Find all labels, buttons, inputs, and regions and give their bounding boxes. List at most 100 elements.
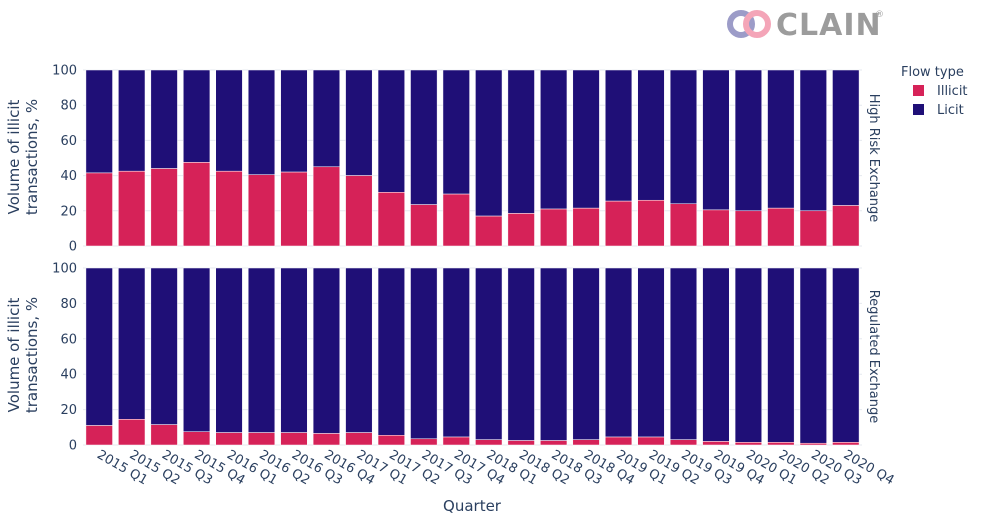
bar-licit-regulated-exchange-2020-q3[interactable] (799, 267, 827, 444)
bar-licit-high-risk-exchange-2015-q1[interactable] (85, 69, 113, 174)
bar-licit-regulated-exchange-2015-q2[interactable] (118, 267, 146, 420)
legend-label-illicit: Illicit (937, 84, 968, 99)
bar-licit-high-risk-exchange-2016-q4[interactable] (312, 69, 340, 168)
bar-licit-regulated-exchange-2015-q3[interactable] (150, 267, 178, 425)
bar-illicit-regulated-exchange-2019-q2[interactable] (637, 436, 665, 446)
bar-illicit-regulated-exchange-2020-q4[interactable] (832, 442, 860, 446)
bar-illicit-regulated-exchange-2017-q2[interactable] (377, 435, 405, 446)
bar-illicit-high-risk-exchange-2015-q3[interactable] (150, 168, 178, 247)
bar-licit-regulated-exchange-2017-q1[interactable] (345, 267, 373, 433)
bar-illicit-high-risk-exchange-2020-q4[interactable] (832, 205, 860, 247)
bar-licit-high-risk-exchange-2019-q2[interactable] (637, 69, 665, 201)
bar-licit-high-risk-exchange-2017-q3[interactable] (410, 69, 438, 205)
bar-licit-regulated-exchange-2019-q3[interactable] (669, 267, 698, 440)
bar-illicit-high-risk-exchange-2015-q4[interactable] (183, 162, 211, 247)
bar-illicit-high-risk-exchange-2016-q3[interactable] (280, 171, 308, 247)
bar-licit-regulated-exchange-2018-q3[interactable] (540, 267, 568, 441)
bar-illicit-regulated-exchange-2019-q4[interactable] (702, 441, 730, 446)
bar-illicit-high-risk-exchange-2017-q1[interactable] (345, 175, 373, 247)
bar-illicit-high-risk-exchange-2018-q1[interactable] (475, 215, 503, 247)
bar-illicit-high-risk-exchange-2019-q3[interactable] (669, 203, 698, 247)
bar-illicit-regulated-exchange-2018-q2[interactable] (507, 440, 535, 446)
bar-illicit-high-risk-exchange-2020-q3[interactable] (799, 210, 827, 247)
bar-licit-high-risk-exchange-2016-q1[interactable] (215, 69, 243, 172)
bar-illicit-regulated-exchange-2019-q1[interactable] (605, 436, 633, 446)
bar-illicit-regulated-exchange-2019-q3[interactable] (669, 439, 698, 446)
bar-illicit-high-risk-exchange-2018-q2[interactable] (507, 213, 535, 247)
bar-illicit-high-risk-exchange-2017-q4[interactable] (442, 193, 470, 247)
bar-illicit-high-risk-exchange-2016-q1[interactable] (215, 170, 243, 247)
bar-licit-regulated-exchange-2017-q3[interactable] (410, 267, 438, 440)
bar-licit-high-risk-exchange-2015-q4[interactable] (183, 69, 211, 163)
bar-licit-high-risk-exchange-2015-q3[interactable] (150, 69, 178, 169)
bar-licit-high-risk-exchange-2017-q4[interactable] (442, 69, 470, 195)
bar-illicit-regulated-exchange-2016-q3[interactable] (280, 432, 308, 446)
bar-licit-regulated-exchange-2016-q3[interactable] (280, 267, 308, 433)
bar-illicit-regulated-exchange-2016-q2[interactable] (247, 432, 276, 446)
bar-licit-regulated-exchange-2019-q1[interactable] (605, 267, 633, 438)
bar-licit-high-risk-exchange-2020-q1[interactable] (734, 69, 762, 212)
bar-licit-regulated-exchange-2020-q2[interactable] (767, 267, 795, 443)
bar-illicit-high-risk-exchange-2020-q2[interactable] (767, 207, 795, 247)
bar-licit-high-risk-exchange-2019-q4[interactable] (702, 69, 730, 211)
bar-licit-high-risk-exchange-2015-q2[interactable] (118, 69, 146, 172)
bar-licit-regulated-exchange-2016-q1[interactable] (215, 267, 243, 433)
bar-licit-regulated-exchange-2015-q4[interactable] (183, 267, 211, 432)
bar-illicit-regulated-exchange-2015-q3[interactable] (150, 424, 178, 446)
bar-illicit-regulated-exchange-2017-q3[interactable] (410, 438, 438, 446)
bar-licit-high-risk-exchange-2018-q2[interactable] (507, 69, 535, 214)
bar-licit-regulated-exchange-2016-q4[interactable] (312, 267, 340, 434)
bar-licit-regulated-exchange-2020-q1[interactable] (734, 267, 762, 443)
bar-illicit-high-risk-exchange-2016-q4[interactable] (312, 166, 340, 247)
bar-licit-regulated-exchange-2017-q4[interactable] (442, 267, 470, 438)
bar-illicit-high-risk-exchange-2017-q3[interactable] (410, 204, 438, 247)
bar-licit-regulated-exchange-2015-q1[interactable] (85, 267, 113, 426)
bar-illicit-high-risk-exchange-2019-q4[interactable] (702, 209, 730, 247)
bar-illicit-high-risk-exchange-2018-q4[interactable] (572, 207, 600, 247)
bar-illicit-high-risk-exchange-2015-q2[interactable] (118, 170, 146, 247)
bar-illicit-regulated-exchange-2020-q2[interactable] (767, 442, 795, 446)
legend-item-illicit[interactable]: Illicit (913, 84, 968, 99)
bar-licit-regulated-exchange-2020-q4[interactable] (832, 267, 860, 443)
bar-licit-regulated-exchange-2016-q2[interactable] (247, 267, 276, 433)
bar-licit-regulated-exchange-2018-q4[interactable] (572, 267, 600, 440)
bar-illicit-regulated-exchange-2017-q1[interactable] (345, 432, 373, 446)
bar-illicit-regulated-exchange-2018-q1[interactable] (475, 439, 503, 446)
bar-illicit-high-risk-exchange-2015-q1[interactable] (85, 172, 113, 247)
bar-illicit-regulated-exchange-2015-q4[interactable] (183, 431, 211, 446)
bar-licit-high-risk-exchange-2016-q3[interactable] (280, 69, 308, 173)
bar-illicit-high-risk-exchange-2018-q3[interactable] (540, 208, 568, 247)
bar-licit-high-risk-exchange-2018-q3[interactable] (540, 69, 568, 210)
bar-licit-high-risk-exchange-2017-q2[interactable] (377, 69, 405, 193)
bar-illicit-high-risk-exchange-2019-q2[interactable] (637, 199, 665, 247)
bar-licit-regulated-exchange-2019-q2[interactable] (637, 267, 665, 438)
bar-licit-high-risk-exchange-2019-q3[interactable] (669, 69, 698, 205)
bar-licit-regulated-exchange-2019-q4[interactable] (702, 267, 730, 442)
bar-illicit-high-risk-exchange-2016-q2[interactable] (247, 174, 276, 247)
legend-item-licit[interactable]: Licit (913, 103, 964, 118)
bar-licit-high-risk-exchange-2018-q4[interactable] (572, 69, 600, 209)
bar-illicit-regulated-exchange-2018-q3[interactable] (540, 440, 568, 446)
bar-illicit-regulated-exchange-2016-q4[interactable] (312, 433, 340, 446)
bar-illicit-high-risk-exchange-2017-q2[interactable] (377, 192, 405, 247)
bar-licit-high-risk-exchange-2020-q3[interactable] (799, 69, 827, 212)
bar-licit-high-risk-exchange-2018-q1[interactable] (475, 69, 503, 217)
bar-licit-high-risk-exchange-2016-q2[interactable] (247, 69, 276, 175)
bar-licit-regulated-exchange-2018-q2[interactable] (507, 267, 535, 441)
bar-licit-regulated-exchange-2018-q1[interactable] (475, 267, 503, 440)
bar-licit-regulated-exchange-2017-q2[interactable] (377, 267, 405, 436)
bar-illicit-regulated-exchange-2018-q4[interactable] (572, 439, 600, 446)
bar-illicit-regulated-exchange-2017-q4[interactable] (442, 436, 470, 446)
bar-illicit-regulated-exchange-2015-q1[interactable] (85, 425, 113, 446)
bar-illicit-regulated-exchange-2015-q2[interactable] (118, 419, 146, 446)
bar-licit-high-risk-exchange-2020-q2[interactable] (767, 69, 795, 209)
bar-licit-high-risk-exchange-2020-q4[interactable] (832, 69, 860, 206)
bar-licit-high-risk-exchange-2019-q1[interactable] (605, 69, 633, 202)
bar-illicit-regulated-exchange-2020-q3[interactable] (799, 442, 827, 446)
bar-illicit-regulated-exchange-2020-q1[interactable] (734, 442, 762, 446)
bar-illicit-high-risk-exchange-2020-q1[interactable] (734, 210, 762, 247)
y-tick-label: 60 (60, 332, 77, 347)
bar-illicit-regulated-exchange-2016-q1[interactable] (215, 432, 243, 446)
bar-illicit-high-risk-exchange-2019-q1[interactable] (605, 200, 633, 247)
bar-licit-high-risk-exchange-2017-q1[interactable] (345, 69, 373, 176)
